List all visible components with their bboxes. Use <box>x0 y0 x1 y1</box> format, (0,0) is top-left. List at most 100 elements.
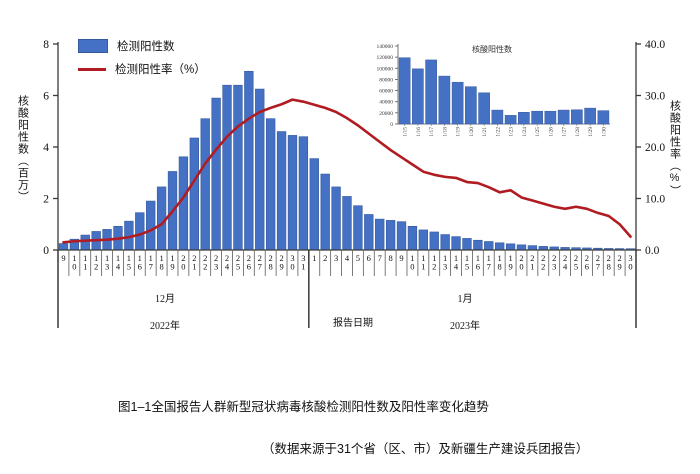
x-tick-label: 1 <box>83 253 87 263</box>
bar <box>156 186 167 251</box>
bar <box>200 118 210 251</box>
left-tick-label: 6 <box>43 91 49 103</box>
bar <box>462 238 472 251</box>
left-tick-label: 8 <box>43 39 49 51</box>
inset-x-tick-label: 1/24 <box>522 127 528 137</box>
x-tick-label: 0 <box>410 262 414 272</box>
x-tick-label: 2 <box>258 253 262 263</box>
inset-x-labels: 1/15 1/16 1/17 1/18 1/19 1/20 1/21 1/22 1/23 1/24… <box>403 124 607 137</box>
x-tick-label: 4 <box>225 262 230 272</box>
x-tick-label: 6 <box>247 262 251 272</box>
x-tick-label: 0 <box>519 262 523 272</box>
inset-bar <box>451 81 464 125</box>
december-month-label: 12月 <box>155 294 175 305</box>
january-year-label: 2023年 <box>450 321 480 332</box>
x-tick-label: 9 <box>61 253 65 263</box>
x-tick-label: 0 <box>628 262 632 272</box>
x-tick-label: 1 <box>301 262 305 272</box>
x-tick-label: 6 <box>585 262 589 272</box>
x-tick-label: 9 <box>618 262 622 272</box>
x-tick-label: 1 <box>476 253 480 263</box>
x-tick-label: 2 <box>214 253 218 263</box>
inset-x-tick-label: 1/30 <box>601 127 607 137</box>
rate-line <box>62 98 632 244</box>
inset-bar <box>504 115 517 125</box>
x-tick-label: 1 <box>465 253 469 263</box>
x-tick-label: 1 <box>116 253 120 263</box>
x-tick-label: 1 <box>159 253 163 263</box>
inset-x-tick-label: 1/19 <box>456 127 462 137</box>
x-tick-label: 2 <box>269 253 273 263</box>
x-tick-label: 1 <box>105 253 109 263</box>
bar <box>222 84 232 251</box>
bar <box>527 245 538 251</box>
inset-title: 核酸阳性数 <box>472 45 512 54</box>
inset-x-tick-label: 1/28 <box>575 127 581 137</box>
x-tick-label: 1 <box>72 253 76 263</box>
x-tick-label: 3 <box>301 253 305 263</box>
x-tick-label: 0 <box>72 262 76 272</box>
bar <box>80 234 90 251</box>
inset-y-tick-label: 0 <box>390 122 393 128</box>
x-tick-label: 2 <box>225 253 229 263</box>
x-tick-label: 3 <box>443 262 447 272</box>
left-axis-title-text: 核酸阳性数（百万） <box>16 95 29 203</box>
inset-x-tick-label: 1/16 <box>416 127 422 137</box>
x-tick-label: 1 <box>454 253 458 263</box>
inset-x-tick-label: 1/23 <box>509 127 515 137</box>
bar <box>320 173 330 251</box>
x-tick-label: 2 <box>323 253 327 263</box>
bar <box>396 221 407 251</box>
x-tick-label: 2 <box>541 253 545 263</box>
x-tick-label: 6 <box>476 262 480 272</box>
inset-x-tick-label: 1/25 <box>535 127 541 137</box>
left-tick-label: 2 <box>43 194 49 206</box>
x-tick-label: 5 <box>574 262 578 272</box>
inset-x-tick-label: 1/18 <box>442 127 448 137</box>
x-tick-label: 5 <box>236 262 240 272</box>
right-tick-label: 30.0 <box>645 91 665 103</box>
bar <box>58 243 69 251</box>
x-axis-title: 报告日期 <box>333 318 373 329</box>
x-tick-label: 7 <box>487 262 491 272</box>
x-tick-label: 8 <box>607 262 611 272</box>
x-tick-label: 2 <box>279 253 283 263</box>
bar <box>244 70 254 251</box>
left-axis-title: 核酸阳性数（百万） <box>16 95 29 245</box>
left-tick-label: 4 <box>43 142 49 154</box>
right-tick-label: 40.0 <box>645 39 665 51</box>
legend-line-label: 检测阳性率（%） <box>115 64 206 76</box>
x-tick-label: 8 <box>498 262 502 272</box>
bar <box>516 244 527 251</box>
x-tick-label: 1 <box>312 253 316 263</box>
bar <box>309 158 319 251</box>
inset-x-tick-label: 1/22 <box>495 127 501 137</box>
inset-chart: 核酸阳性数 140000 120000 100000 80000 60000 40000 2… <box>352 36 630 156</box>
x-tick-label: 2 <box>563 253 567 263</box>
inset-y-tick-label: 80000 <box>379 77 393 83</box>
right-axis-ticks: 0.0 10.0 20.0 30.0 40.0 <box>635 39 665 257</box>
inset-y-tick-label: 100000 <box>377 66 394 72</box>
inset-bar <box>597 110 610 125</box>
inset-y-tick-label: 20000 <box>379 111 393 117</box>
x-tick-label: 8 <box>388 253 392 263</box>
x-tick-label: 7 <box>596 262 600 272</box>
x-tick-label: 2 <box>552 253 556 263</box>
right-axis-title-text: 核酸阳性率（%） <box>668 100 681 197</box>
inset-svg: 140000120000100000800006000040000200000 … <box>377 44 610 137</box>
figure-caption: 图1–1全国报告人群新型冠状病毒核酸检测阳性数及阳性率变化趋势 <box>118 400 489 414</box>
inset-bar <box>584 107 596 125</box>
bar <box>265 118 276 251</box>
bar <box>385 220 396 251</box>
x-tick-label: 0 <box>181 262 185 272</box>
bar <box>429 231 439 251</box>
x-tick-label: 2 <box>618 253 622 263</box>
bar <box>211 97 221 251</box>
x-tick-label: 1 <box>94 253 98 263</box>
x-tick-label: 2 <box>541 262 545 272</box>
x-tick-label: 7 <box>149 262 153 272</box>
x-tick-label: 8 <box>159 262 163 272</box>
x-tick-label: 8 <box>269 262 273 272</box>
